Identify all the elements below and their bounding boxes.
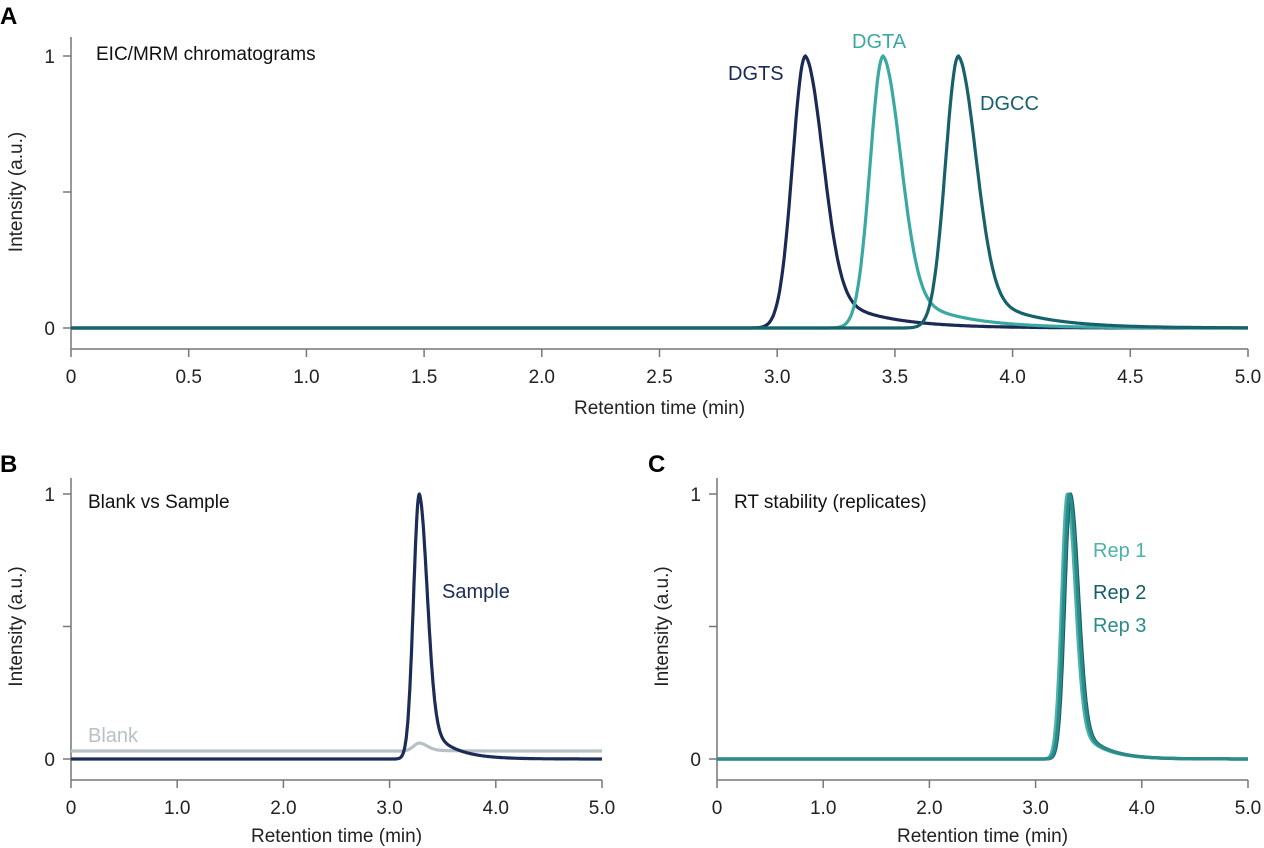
x-tick-label: 3.0 bbox=[376, 798, 402, 819]
x-tick-label: 1.0 bbox=[293, 367, 319, 388]
x-axis-title: Retention time (min) bbox=[574, 398, 745, 419]
x-tick-label: 3.0 bbox=[764, 367, 790, 388]
y-tick-label: 0 bbox=[44, 319, 55, 340]
x-tick-label: 2.0 bbox=[270, 798, 296, 819]
series-label: Rep 2 bbox=[1093, 582, 1146, 604]
x-tick-label: 1.5 bbox=[411, 367, 437, 388]
panel-c: C 0 1.0 2.0 3.0 4.0 5.0 0 1 Retention time (min) I… bbox=[648, 451, 1261, 847]
x-tick-label: 4.0 bbox=[1129, 798, 1155, 819]
x-tick-label: 2.5 bbox=[646, 367, 672, 388]
panel-letter: B bbox=[0, 451, 17, 478]
series-label: Rep 3 bbox=[1093, 615, 1146, 637]
x-tick-label: 5.0 bbox=[589, 798, 615, 819]
panel-letter: A bbox=[0, 3, 17, 30]
series-label: Blank bbox=[88, 725, 139, 747]
series-label: DGTS bbox=[728, 63, 784, 85]
x-tick-label: 1.0 bbox=[164, 798, 190, 819]
x-tick-label: 0.5 bbox=[175, 367, 201, 388]
series-label: DGTA bbox=[852, 31, 907, 53]
series-label: DGCC bbox=[980, 93, 1039, 115]
panel-b: B 0 1.0 2.0 3.0 4.0 5.0 0 1 Retention time (min) I… bbox=[0, 451, 615, 847]
panel-title: RT stability (replicates) bbox=[734, 492, 927, 513]
y-axis-title: Intensity (a.u.) bbox=[652, 566, 673, 686]
x-axis-title: Retention time (min) bbox=[251, 826, 422, 847]
series-line-blank bbox=[69, 741, 604, 753]
x-tick-label: 5.0 bbox=[1235, 798, 1261, 819]
series-label: Sample bbox=[442, 581, 510, 603]
panel-letter: C bbox=[648, 451, 665, 478]
series-label: Rep 1 bbox=[1093, 540, 1146, 562]
series-line-rep-1 bbox=[715, 492, 1250, 761]
x-tick-label: 4.0 bbox=[999, 367, 1025, 388]
x-tick-label: 2.0 bbox=[529, 367, 555, 388]
x-tick-label: 0 bbox=[712, 798, 723, 819]
x-axis-title: Retention time (min) bbox=[897, 826, 1068, 847]
x-tick-label: 4.5 bbox=[1117, 367, 1143, 388]
y-axis-title: Intensity (a.u.) bbox=[6, 132, 27, 252]
x-tick-label: 3.5 bbox=[882, 367, 908, 388]
y-tick-label: 0 bbox=[690, 750, 701, 771]
series-line-dgts bbox=[70, 54, 1249, 330]
series-line-rep-3 bbox=[715, 492, 1250, 761]
series-line-sample bbox=[69, 492, 604, 761]
panel-title: EIC/MRM chromatograms bbox=[96, 44, 316, 65]
x-tick-label: 0 bbox=[66, 367, 77, 388]
x-tick-label: 3.0 bbox=[1022, 798, 1048, 819]
series-line-dgta bbox=[70, 54, 1249, 330]
series-line-dgcc bbox=[70, 54, 1249, 330]
y-tick-label: 1 bbox=[44, 485, 55, 506]
x-tick-label: 5.0 bbox=[1235, 367, 1261, 388]
y-tick-label: 0 bbox=[44, 750, 55, 771]
x-tick-label: 4.0 bbox=[483, 798, 509, 819]
x-tick-label: 0 bbox=[66, 798, 77, 819]
series-line-rep-2 bbox=[715, 492, 1250, 761]
y-tick-label: 1 bbox=[44, 47, 55, 68]
panel-a: A 0 0.5 1.0 1.5 2.0 2.5 3.0 3.5 4.0 4.5 5.0 0 1 Retent… bbox=[0, 3, 1261, 419]
y-axis-title: Intensity (a.u.) bbox=[6, 566, 27, 686]
x-tick-label: 2.0 bbox=[916, 798, 942, 819]
x-tick-label: 1.0 bbox=[810, 798, 836, 819]
y-tick-label: 1 bbox=[690, 485, 701, 506]
panel-title: Blank vs Sample bbox=[88, 492, 230, 513]
